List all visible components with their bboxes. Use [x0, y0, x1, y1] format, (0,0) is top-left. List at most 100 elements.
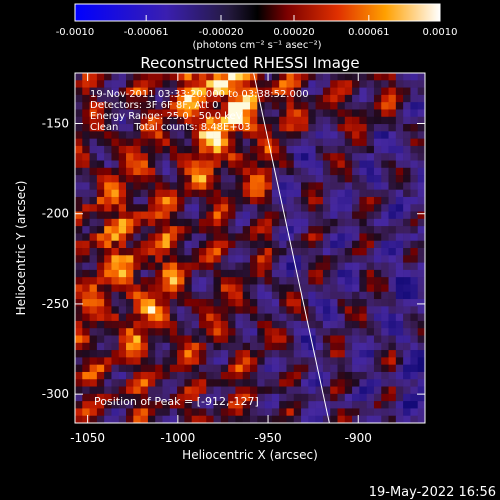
- heatmap-cell: [96, 226, 105, 234]
- heatmap-cell: [162, 328, 171, 336]
- heatmap-cell: [264, 277, 273, 285]
- heatmap-cell: [111, 196, 120, 205]
- heatmap-cell: [410, 124, 419, 132]
- heatmap-cell: [126, 196, 134, 205]
- heatmap-cell: [257, 299, 265, 307]
- heatmap-cell: [206, 87, 214, 96]
- heatmap-cell: [235, 306, 244, 314]
- heatmap-cell: [250, 342, 258, 351]
- heatmap-cell: [308, 211, 316, 220]
- heatmap-cell: [366, 350, 375, 358]
- heatmap-cell: [337, 153, 346, 161]
- heatmap-cell: [147, 313, 156, 322]
- heatmap-cell: [111, 262, 120, 271]
- heatmap-cell: [271, 299, 280, 307]
- heatmap-cell: [366, 277, 375, 285]
- heatmap-cell: [155, 73, 163, 81]
- heatmap-cell: [322, 284, 331, 293]
- heatmap-cell: [228, 313, 236, 322]
- heatmap-cell: [213, 160, 222, 169]
- heatmap-cell: [322, 138, 331, 147]
- heatmap-cell: [293, 102, 302, 110]
- heatmap-cell: [257, 175, 265, 183]
- heatmap-cell: [264, 145, 273, 154]
- heatmap-cell: [417, 386, 425, 395]
- heatmap-cell: [388, 335, 397, 344]
- heatmap-cell: [184, 204, 192, 212]
- heatmap-cell: [395, 342, 404, 351]
- heatmap-cell: [126, 240, 134, 249]
- heatmap-cell: [308, 80, 316, 88]
- x-tick-label: -950: [254, 431, 281, 445]
- heatmap-cell: [293, 145, 302, 154]
- heatmap-cell: [403, 328, 411, 336]
- heatmap-cell: [111, 138, 120, 147]
- heatmap-cell: [381, 379, 389, 387]
- heatmap-cell: [293, 80, 302, 88]
- heatmap-cell: [417, 313, 425, 322]
- heatmap-cell: [337, 379, 346, 387]
- heatmap-cell: [96, 109, 105, 118]
- heatmap-cell: [198, 342, 207, 351]
- heatmap-cell: [177, 109, 185, 118]
- heatmap-cell: [75, 371, 83, 380]
- heatmap-cell: [198, 379, 207, 387]
- heatmap-cell: [82, 226, 90, 234]
- heatmap-cell: [381, 386, 389, 395]
- heatmap-cell: [228, 196, 236, 205]
- heatmap-cell: [344, 196, 353, 205]
- heatmap-cell: [228, 262, 236, 271]
- heatmap-cell: [417, 116, 425, 125]
- heatmap-cell: [191, 153, 200, 161]
- heatmap-cell: [111, 386, 120, 395]
- heatmap-cell: [162, 204, 171, 212]
- heatmap-cell: [337, 386, 346, 395]
- heatmap-cell: [75, 408, 83, 417]
- heatmap-cell: [235, 73, 244, 81]
- heatmap-cell: [75, 350, 83, 358]
- heatmap-cell: [198, 313, 207, 322]
- heatmap-cell: [213, 109, 222, 118]
- heatmap-cell: [111, 269, 120, 278]
- heatmap-cell: [104, 364, 112, 373]
- heatmap-cell: [373, 364, 382, 373]
- heatmap-cell: [242, 109, 251, 118]
- heatmap-cell: [403, 284, 411, 293]
- heatmap-cell: [126, 415, 134, 423]
- heatmap-cell: [242, 313, 251, 322]
- heatmap-cell: [315, 364, 324, 373]
- heatmap-cell: [82, 328, 90, 336]
- annotation-time: 19-Nov-2011 03:33:20.000 to 03:38:52.000: [90, 89, 309, 100]
- heatmap-cell: [366, 306, 375, 314]
- heatmap-cell: [403, 87, 411, 96]
- heatmap-cell: [344, 328, 353, 336]
- heatmap-cell: [286, 233, 295, 242]
- heatmap-cell: [235, 182, 244, 190]
- heatmap-cell: [111, 291, 120, 300]
- heatmap-cell: [330, 255, 338, 263]
- heatmap-cell: [198, 167, 207, 176]
- heatmap-cell: [111, 313, 120, 322]
- heatmap-cell: [96, 94, 105, 103]
- heatmap-cell: [381, 233, 389, 242]
- heatmap-cell: [111, 218, 120, 227]
- heatmap-cell: [271, 313, 280, 322]
- heatmap-cell: [388, 386, 397, 395]
- heatmap-cell: [75, 175, 83, 183]
- heatmap-cell: [315, 102, 324, 110]
- heatmap-cell: [271, 131, 280, 139]
- heatmap-cell: [96, 102, 105, 110]
- heatmap-cell: [359, 269, 367, 278]
- heatmap-cell: [366, 255, 375, 263]
- heatmap-cell: [330, 306, 338, 314]
- heatmap-cell: [228, 145, 236, 154]
- heatmap-cell: [147, 393, 156, 402]
- heatmap-cell: [330, 291, 338, 300]
- heatmap-cell: [308, 320, 316, 329]
- heatmap-cell: [337, 313, 346, 322]
- heatmap-cell: [271, 211, 280, 220]
- heatmap-cell: [250, 189, 258, 198]
- heatmap-cell: [301, 415, 309, 423]
- heatmap-cell: [395, 313, 404, 322]
- heatmap-cell: [155, 153, 163, 161]
